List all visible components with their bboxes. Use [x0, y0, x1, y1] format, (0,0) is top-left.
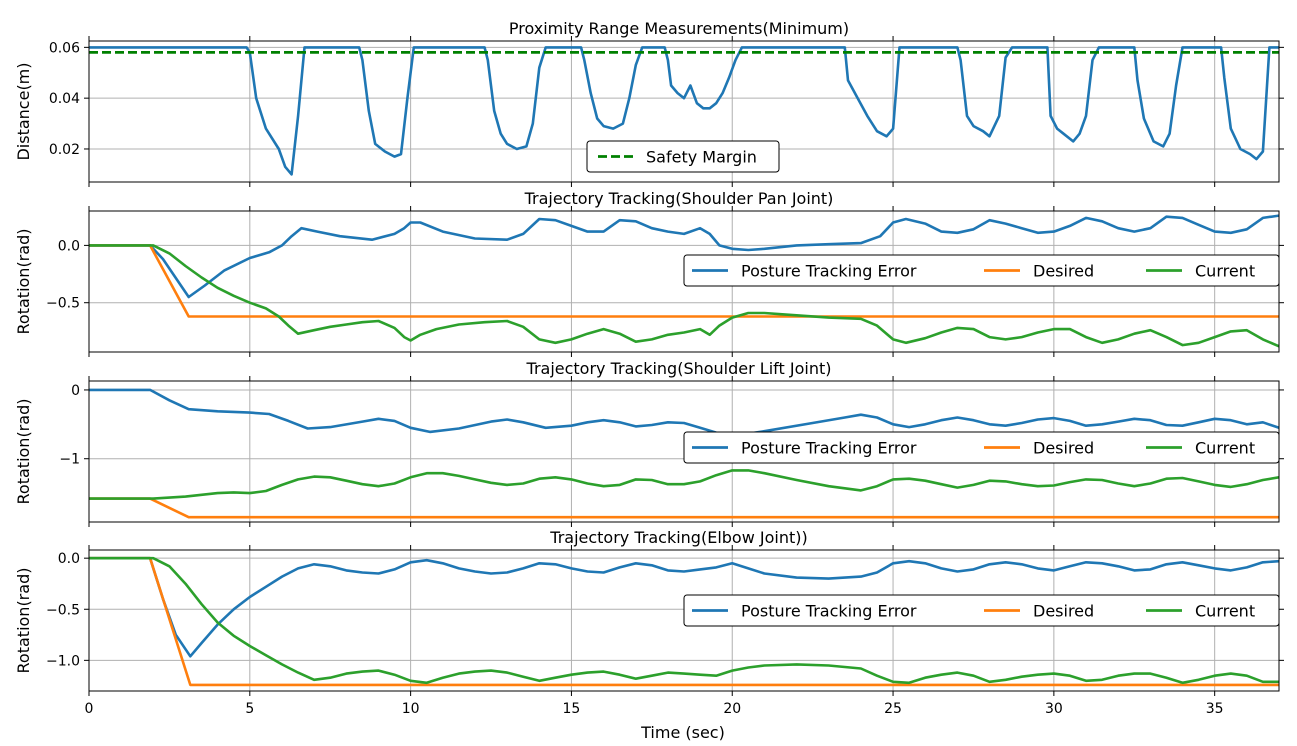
- legend-frame: [683, 254, 1280, 287]
- panel-title: Proximity Range Measurements(Minimum): [509, 19, 849, 38]
- y-tick-label: 0: [71, 383, 80, 399]
- legend-label: Current: [1195, 262, 1255, 281]
- panel-2: 0.0 −0.5 Trajectory Tracking(Shoulder Pan …: [14, 189, 1284, 357]
- y-axis-label: Distance(m): [14, 62, 33, 160]
- panel-4: 0 5 10 15 20 25 30 35 0.0 −0.5 −1.0 Trajectory Trac…: [14, 528, 1284, 717]
- y-axis-label: Rotation(rad): [14, 568, 33, 674]
- y-tick-label: 0.06: [49, 40, 80, 56]
- x-tick-label: 35: [1206, 701, 1224, 717]
- panel-title: Trajectory Tracking(Shoulder Pan Joint): [524, 189, 834, 208]
- plot-frame: [88, 40, 1280, 183]
- panel-1: 0.02 0.04 0.06 Proximity Range Measurements…: [14, 19, 1284, 187]
- y-axis-label: Rotation(rad): [14, 399, 33, 505]
- legend-label: Current: [1195, 439, 1255, 458]
- x-tick-label: 15: [563, 701, 581, 717]
- x-axis-label: Time (sec): [640, 723, 725, 742]
- x-tick-label: 30: [1045, 701, 1063, 717]
- legend-frame: [683, 594, 1280, 627]
- posture-tracking-error-line: [89, 556, 1279, 658]
- posture-tracking-error-line: [89, 388, 1279, 438]
- y-tick-label: 0.04: [49, 91, 80, 107]
- legend-label: Safety Margin: [646, 148, 757, 167]
- x-tick-label: 0: [85, 701, 94, 717]
- y-tick-label: 0.0: [58, 238, 80, 254]
- current-line: [89, 469, 1279, 500]
- legend-label: Posture Tracking Error: [741, 262, 917, 281]
- legend: Safety Margin: [586, 140, 780, 173]
- legend-label: Current: [1195, 602, 1255, 621]
- distance-line: [89, 46, 1279, 176]
- x-tick-label: 10: [402, 701, 420, 717]
- y-tick-label: −1.0: [46, 653, 80, 669]
- y-tick-label: −0.5: [46, 296, 80, 312]
- x-tick-label: 20: [723, 701, 741, 717]
- legend-label: Posture Tracking Error: [741, 439, 917, 458]
- legend-label: Desired: [1033, 439, 1094, 458]
- y-axis-label: Rotation(rad): [14, 229, 33, 335]
- legend-label: Posture Tracking Error: [741, 602, 917, 621]
- legend-label: Desired: [1033, 602, 1094, 621]
- posture-tracking-error-line: [89, 214, 1279, 299]
- current-line: [89, 556, 1279, 685]
- legend: Posture Tracking Error Desired Current: [683, 431, 1280, 464]
- panel-3: 0 −1 Trajectory Tracking(Shoulder Lift Joi…: [14, 359, 1284, 527]
- panel-title: Trajectory Tracking(Shoulder Lift Joint): [526, 359, 832, 378]
- x-tick-label: 5: [245, 701, 254, 717]
- y-tick-label: 0.02: [49, 142, 80, 158]
- y-tick-label: 0.0: [58, 551, 80, 567]
- y-tick-label: −1: [59, 452, 80, 468]
- legend-frame: [586, 140, 780, 173]
- current-line: [89, 244, 1279, 348]
- y-tick-label: −0.5: [46, 602, 80, 618]
- legend: Posture Tracking Error Desired Current: [683, 254, 1280, 287]
- legend-frame: [683, 431, 1280, 464]
- desired-line: [89, 497, 1279, 519]
- legend: Posture Tracking Error Desired Current: [683, 594, 1280, 627]
- panel-title: Trajectory Tracking(Elbow Joint)): [549, 528, 807, 547]
- legend-label: Desired: [1033, 262, 1094, 281]
- x-tick-label: 25: [884, 701, 902, 717]
